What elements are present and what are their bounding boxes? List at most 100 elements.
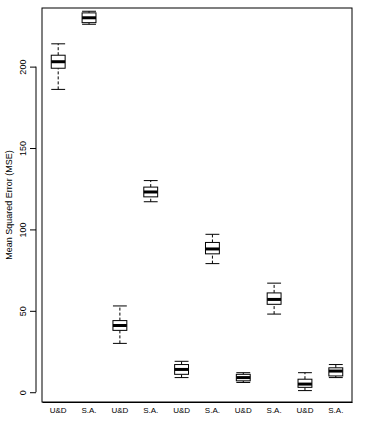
upper-staple	[144, 180, 158, 181]
x-tick-label: U&D	[173, 406, 190, 415]
x-tick: S.A.	[267, 402, 282, 415]
box	[298, 373, 312, 391]
box	[51, 44, 65, 90]
lower-staple	[82, 24, 96, 25]
upper-staple	[267, 283, 281, 284]
x-tick-label: U&D	[50, 406, 67, 415]
y-tick-label: 0	[18, 390, 28, 395]
box-body	[175, 365, 189, 375]
y-tick: 100	[18, 222, 36, 237]
box-body	[51, 55, 65, 68]
x-tick-label: S.A.	[81, 406, 96, 415]
upper-staple	[205, 234, 219, 235]
box-body	[329, 368, 343, 376]
lower-staple	[298, 390, 312, 391]
x-tick-label: S.A.	[143, 406, 158, 415]
lower-staple	[113, 343, 127, 344]
y-tick: 150	[18, 141, 36, 156]
lower-staple	[329, 377, 343, 378]
upper-staple	[175, 361, 189, 362]
plot-area	[51, 11, 342, 390]
x-tick: U&D	[173, 402, 190, 415]
x-tick: S.A.	[81, 402, 96, 415]
median	[236, 376, 250, 379]
lower-whisker	[119, 330, 120, 343]
y-tick-mark	[30, 392, 36, 393]
median	[82, 16, 96, 19]
median	[113, 324, 127, 327]
y-axis-title: Mean Squared Error (MSE)	[4, 150, 14, 260]
upper-staple	[51, 43, 65, 44]
median	[144, 190, 158, 193]
x-tick-label: S.A.	[205, 406, 220, 415]
lower-staple	[51, 89, 65, 90]
x-tick-label: U&D	[235, 406, 252, 415]
x-axis-line	[43, 402, 353, 403]
x-tick: S.A.	[205, 402, 220, 415]
y-tick: 200	[18, 60, 36, 75]
box-body	[144, 187, 158, 197]
chart: 0 50 100 150 200 U&D S.A. U&D S.A. U&D S.A. U&D S.A.…	[0, 0, 367, 423]
upper-staple	[236, 372, 250, 373]
y-tick-mark	[30, 67, 36, 68]
box	[205, 234, 219, 263]
upper-whisker	[304, 373, 305, 380]
x-axis: U&D S.A. U&D S.A. U&D S.A. U&D S.A. U&D S.A.	[43, 402, 353, 415]
x-tick: U&D	[297, 402, 314, 415]
y-tick-mark	[30, 148, 36, 149]
x-tick: U&D	[50, 402, 67, 415]
box-body	[298, 379, 312, 387]
box-body	[113, 321, 127, 331]
x-tick-label: U&D	[111, 406, 128, 415]
lower-staple	[267, 314, 281, 315]
box-body	[236, 374, 250, 381]
lower-whisker	[58, 68, 59, 89]
lower-whisker	[150, 197, 151, 202]
lower-staple	[236, 382, 250, 383]
box	[144, 181, 158, 202]
median	[51, 60, 65, 63]
box	[329, 365, 343, 378]
median	[205, 247, 219, 250]
y-tick-mark	[30, 311, 36, 312]
upper-whisker	[58, 44, 59, 55]
median	[298, 383, 312, 386]
median	[175, 368, 189, 371]
y-tick-label: 50	[18, 306, 28, 316]
x-tick: S.A.	[328, 402, 343, 415]
lower-staple	[144, 201, 158, 202]
plot-frame	[42, 8, 352, 402]
upper-staple	[329, 364, 343, 365]
median	[267, 298, 281, 301]
y-tick: 50	[18, 306, 36, 316]
y-tick-label: 200	[18, 60, 28, 75]
y-tick-mark	[30, 229, 36, 230]
lower-staple	[205, 263, 219, 264]
box	[267, 283, 281, 314]
x-tick: S.A.	[143, 402, 158, 415]
x-tick: U&D	[235, 402, 252, 415]
upper-staple	[113, 305, 127, 306]
box	[113, 306, 127, 343]
box	[82, 11, 96, 24]
upper-staple	[82, 11, 96, 12]
x-tick-label: S.A.	[267, 406, 282, 415]
upper-whisker	[119, 306, 120, 321]
lower-whisker	[212, 254, 213, 264]
upper-staple	[298, 372, 312, 373]
upper-whisker	[274, 283, 275, 293]
y-axis: 0 50 100 150 200	[18, 60, 36, 396]
y-tick-label: 150	[18, 141, 28, 156]
x-tick: U&D	[111, 402, 128, 415]
lower-whisker	[274, 304, 275, 314]
box	[236, 373, 250, 383]
upper-whisker	[150, 181, 151, 188]
lower-staple	[175, 377, 189, 378]
box-body	[205, 242, 219, 253]
box	[175, 361, 189, 377]
box-body	[267, 293, 281, 304]
median	[329, 370, 343, 373]
y-tick-label: 100	[18, 222, 28, 237]
upper-whisker	[212, 234, 213, 242]
y-tick: 0	[18, 390, 36, 395]
